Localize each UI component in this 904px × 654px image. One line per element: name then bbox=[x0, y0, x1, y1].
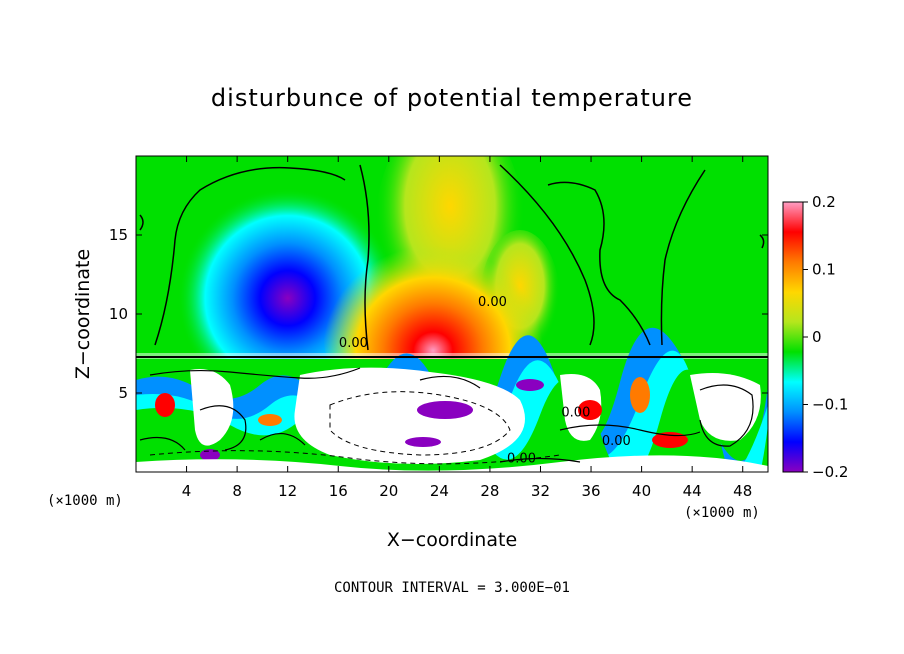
y-tick-label: 15 bbox=[109, 226, 128, 244]
zero-contour-center bbox=[359, 164, 370, 351]
x-unit-label-right: (×1000 m) bbox=[684, 505, 760, 521]
x-tick-label: 36 bbox=[581, 482, 600, 500]
zero-contour-edge bbox=[139, 214, 144, 231]
negative-contours bbox=[149, 391, 561, 465]
colorbar-tick-label: −0.2 bbox=[812, 463, 848, 481]
zero-contour-edge-right bbox=[759, 234, 765, 249]
x-tick-label: 20 bbox=[379, 482, 398, 500]
contour-interval-note: CONTOUR INTERVAL = 3.000E−01 bbox=[334, 580, 570, 596]
x-tick-label: 48 bbox=[733, 482, 752, 500]
zero-contour-east bbox=[499, 164, 595, 346]
mixed-layer-contours bbox=[139, 367, 754, 463]
colorbar-tick-label: 0.1 bbox=[812, 261, 836, 279]
contour-label: 0.00 bbox=[339, 336, 368, 351]
x-tick-label: 40 bbox=[632, 482, 651, 500]
colorbar-tick-label: 0.2 bbox=[812, 193, 836, 211]
x-tick-label: 16 bbox=[329, 482, 348, 500]
contour-label: 0.00 bbox=[507, 452, 536, 467]
x-tick-label: 32 bbox=[531, 482, 550, 500]
x-axis-label: X−coordinate bbox=[387, 529, 517, 551]
zero-contour-far-east bbox=[547, 181, 651, 346]
x-axis-ticks: 4 8 12 16 20 24 28 32 36 40 44 48 bbox=[182, 156, 752, 500]
contour-label: 0.00 bbox=[602, 434, 631, 449]
y-tick-label: 10 bbox=[109, 305, 128, 323]
plot-field bbox=[136, 156, 768, 472]
zero-contours bbox=[139, 164, 765, 351]
x-tick-label: 44 bbox=[683, 482, 702, 500]
colorbar-tick-label: −0.1 bbox=[812, 396, 848, 414]
x-tick-label: 28 bbox=[480, 482, 499, 500]
contour-label: 0.00 bbox=[561, 406, 590, 421]
y-tick-label: 5 bbox=[118, 384, 128, 402]
y-axis-ticks: 5 10 15 bbox=[109, 226, 768, 402]
x-tick-label: 4 bbox=[182, 482, 192, 500]
contour-label: 0.00 bbox=[478, 295, 507, 310]
chart-title: disturbunce of potential temperature bbox=[210, 84, 694, 112]
x-tick-label: 8 bbox=[232, 482, 242, 500]
x-tick-label: 12 bbox=[278, 482, 297, 500]
x-tick-label: 24 bbox=[430, 482, 449, 500]
contour-labels: 0.00 0.00 0.00 0.00 0.00 bbox=[339, 295, 631, 466]
x-unit-label-left: (×1000 m) bbox=[47, 493, 123, 509]
y-axis-label: Z−coordinate bbox=[72, 249, 94, 379]
colorbar-ticks: 0.2 0.1 0 −0.1 −0.2 bbox=[803, 193, 848, 481]
zero-contour-west bbox=[154, 166, 346, 346]
colorbar-tick-label: 0 bbox=[812, 328, 822, 346]
zero-contour-right bbox=[660, 169, 706, 346]
colorbar bbox=[782, 201, 804, 473]
